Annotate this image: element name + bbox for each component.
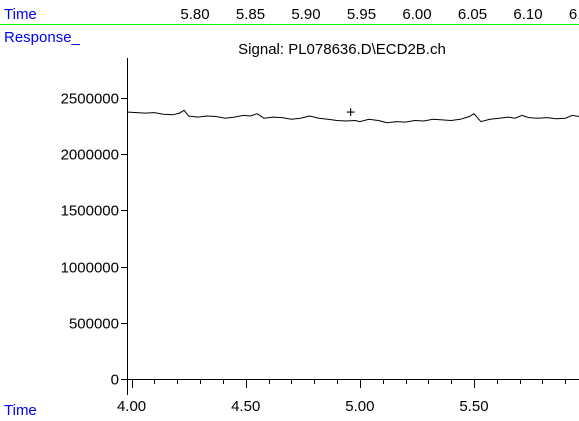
y-tick-label: 0 bbox=[111, 372, 119, 389]
signal-trace bbox=[126, 109, 579, 124]
top-tick-label: 5.80 bbox=[180, 6, 209, 23]
top-tick-label: 6.00 bbox=[402, 6, 431, 23]
peak-marker: + bbox=[346, 104, 355, 121]
y-axis-ticks: 0 500000 1000000 1500000 2000000 2500000 bbox=[61, 91, 127, 389]
x-axis-ticks: 4.00 4.50 5.00 5.50 bbox=[117, 380, 566, 415]
top-tick-label: 6.15 bbox=[569, 6, 579, 23]
time-axis-label-top: Time bbox=[4, 6, 37, 23]
top-time-ticks: 5.80 5.85 5.90 5.95 6.00 6.05 6.10 6.15 bbox=[180, 6, 579, 23]
x-tick-label: 5.00 bbox=[345, 398, 374, 415]
x-tick-label: 4.50 bbox=[231, 398, 260, 415]
response-axis-label: Response_ bbox=[4, 29, 81, 46]
y-tick-label: 500000 bbox=[69, 316, 119, 333]
y-tick-label: 2000000 bbox=[61, 147, 119, 164]
y-tick-label: 2500000 bbox=[61, 91, 119, 108]
chart-title: Signal: PL078636.D\ECD2B.ch bbox=[238, 41, 446, 58]
y-tick-label: 1500000 bbox=[61, 203, 119, 220]
x-tick-label: 4.00 bbox=[117, 398, 146, 415]
top-tick-label: 5.95 bbox=[347, 6, 376, 23]
x-tick-label: 5.50 bbox=[459, 398, 488, 415]
top-tick-label: 5.85 bbox=[236, 6, 265, 23]
y-tick-label: 1000000 bbox=[61, 260, 119, 277]
top-tick-label: 6.10 bbox=[513, 6, 542, 23]
time-axis-label-bottom: Time bbox=[4, 402, 37, 419]
top-tick-label: 5.90 bbox=[291, 6, 320, 23]
top-tick-label: 6.05 bbox=[458, 6, 487, 23]
